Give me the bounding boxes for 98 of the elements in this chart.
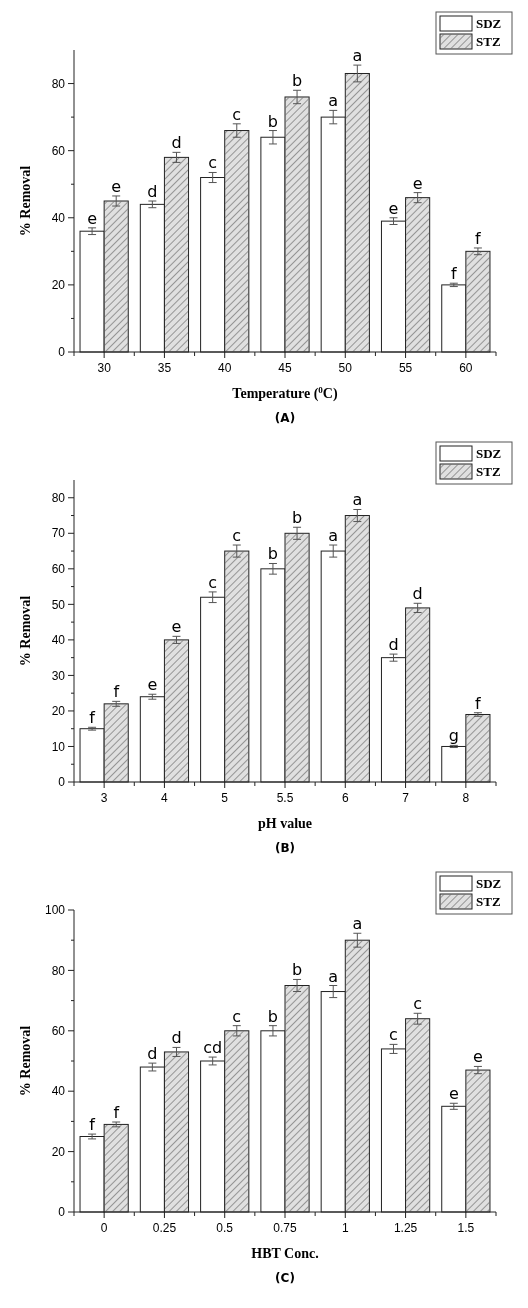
annotation: c [208,153,218,173]
legend-label: STZ [476,894,501,909]
annotation: d [388,635,399,655]
y-tick-label: 30 [51,668,66,683]
annotation: e [111,176,122,196]
x-axis-title: HBT Conc. [251,1246,319,1261]
annotation: a [328,966,339,986]
annotation: e [388,198,399,218]
y-tick-label: 0 [58,775,66,790]
annotation: c [232,1006,242,1026]
y-tick-label: 40 [51,633,66,648]
y-tick-label: 10 [51,739,66,754]
x-tick-label: 50 [338,361,353,375]
y-tick-label: 80 [51,963,66,978]
annotation: e [147,675,158,695]
annotation: f [89,708,96,728]
legend-label: STZ [476,464,501,479]
annotation: b [291,71,303,91]
y-tick-label: 40 [51,210,66,225]
x-axis-title: Temperature ($^{0}$C) [232,385,338,402]
x-tick-label: 8 [462,791,470,805]
x-tick-label: 5 [221,791,229,805]
x-tick-label: 7 [402,791,410,805]
y-tick-label: 40 [51,1084,66,1099]
y-tick-label: 0 [58,1205,66,1220]
x-tick-label: 6 [341,791,349,805]
annotation: b [267,544,279,564]
x-tick-label: 0.5 [216,1221,234,1235]
y-tick-label: 20 [51,1144,66,1159]
annotation: d [412,584,423,604]
x-tick-label: 3 [100,791,108,805]
text: (C) [275,1271,295,1285]
annotation: d [171,133,182,153]
x-tick-label: 0.25 [152,1221,177,1235]
annotation: b [267,111,279,131]
y-axis-title: % Removal [18,595,33,667]
annotation: a [352,490,363,510]
x-tick-label: 45 [278,361,292,375]
annotation: e [472,1047,483,1067]
annotation: a [352,914,363,934]
y-axis-title: % Removal [18,1025,33,1097]
annotation: b [291,960,303,980]
y-tick-label: 70 [51,526,66,541]
y-tick-label: 50 [51,597,66,612]
annotation: c [232,526,242,546]
y-tick-label: 80 [51,490,66,505]
annotation: d [171,1028,182,1048]
x-tick-label: 0.75 [273,1221,297,1235]
x-tick-label: 4 [161,791,169,805]
annotation: a [328,526,339,546]
x-tick-label: 0 [100,1221,108,1235]
annotation: d [147,182,158,201]
legend-label: STZ [476,34,501,49]
annotation: c [208,572,218,592]
annotation: g [448,726,459,746]
annotation: e [412,173,423,193]
y-tick-label: 60 [51,1024,66,1038]
annotation: f [475,228,482,248]
annotation: d [147,1044,158,1064]
annotation: c [389,1025,398,1045]
text: (A) [274,411,296,425]
annotation: f [113,1103,120,1122]
x-tick-label: 55 [398,361,413,375]
y-tick-label: 0 [58,345,66,360]
x-tick-label: 1.5 [457,1221,475,1235]
annotation: f [113,682,120,702]
annotation: a [352,46,363,66]
legend-label: SDZ [476,16,502,31]
annotation: b [291,508,303,528]
x-tick-label: 1 [341,1221,349,1235]
x-tick-label: 1.25 [393,1221,418,1235]
x-tick-label: 40 [218,361,232,375]
text: (B) [274,841,296,855]
annotation: b [267,1006,279,1026]
annotation: cd [203,1038,223,1058]
annotation: a [328,91,339,111]
legend-label: SDZ [476,876,502,891]
annotation: c [232,104,242,124]
legend-label: SDZ [476,446,502,461]
x-axis-title: pH value [257,816,313,831]
x-tick-label: 35 [157,361,172,375]
y-tick-label: 60 [51,143,66,158]
y-tick-label: 20 [51,278,66,293]
y-tick-label: 20 [51,704,66,719]
annotation: e [448,1084,459,1104]
annotation: f [450,264,457,284]
y-tick-label: 80 [51,76,66,91]
x-tick-label: 60 [459,361,473,375]
y-tick-label: 60 [51,562,66,577]
annotation: f [475,693,482,713]
annotation: e [87,208,98,228]
x-tick-label: 30 [97,361,112,375]
y-tick-label: 100 [44,903,66,918]
y-axis-title: % Removal [18,165,33,237]
annotation: c [413,994,423,1014]
annotation: f [89,1115,96,1135]
annotation: e [171,617,182,637]
x-tick-label: 5.5 [276,791,294,805]
